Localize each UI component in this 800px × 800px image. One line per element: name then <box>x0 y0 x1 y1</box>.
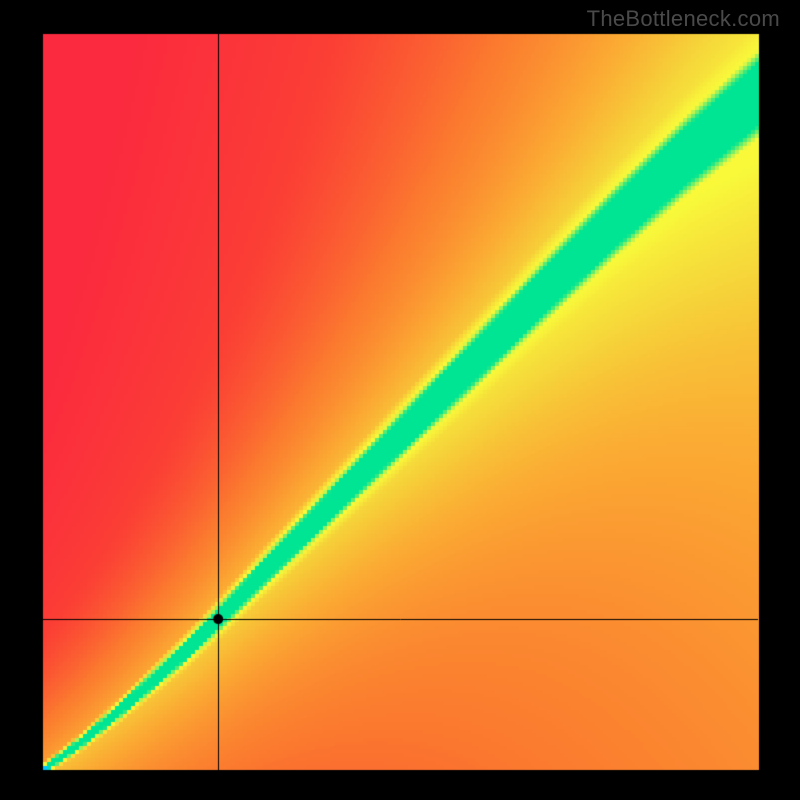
bottleneck-heatmap <box>0 0 800 800</box>
watermark-text: TheBottleneck.com <box>587 6 780 32</box>
